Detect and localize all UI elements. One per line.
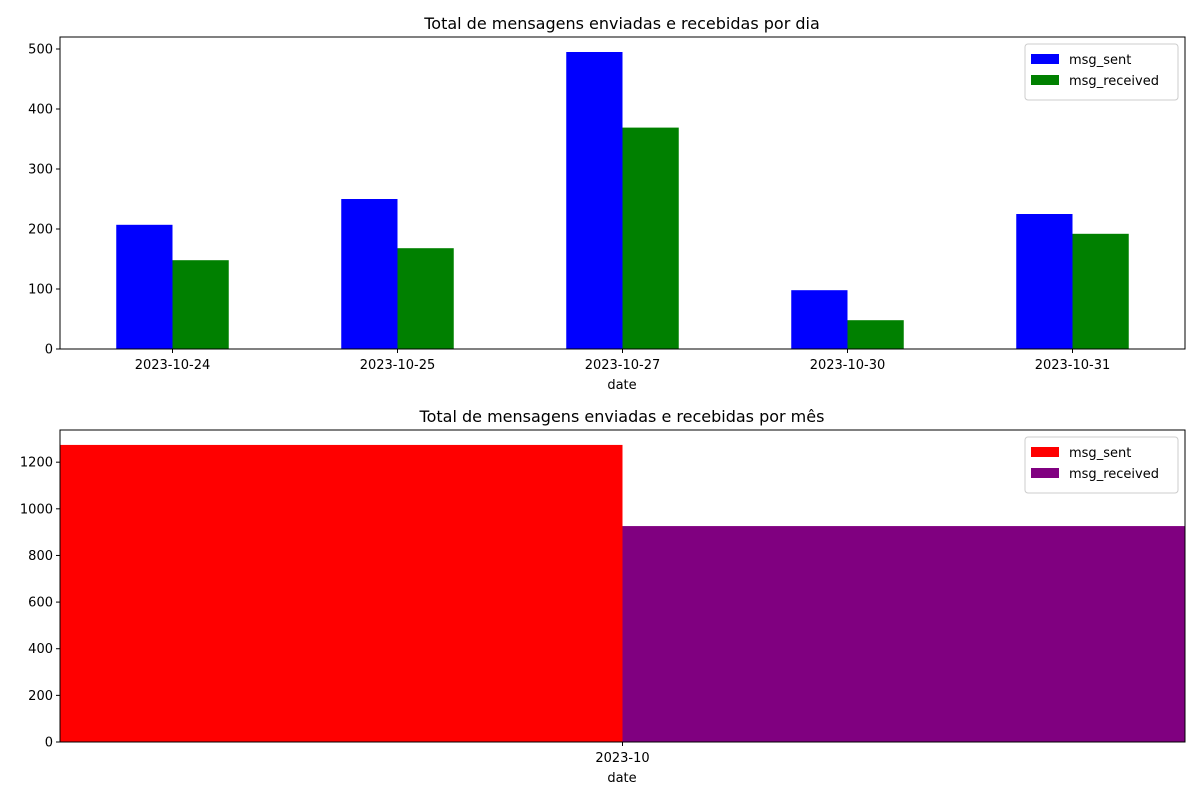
bar-msg_sent-2023-10-24 — [116, 224, 173, 349]
y-tick-label: 800 — [28, 549, 53, 564]
chart-title: Total de mensagens enviadas e recebidas … — [419, 407, 825, 426]
legend: msg_sent msg_received — [1024, 436, 1179, 494]
x-axis-label: date — [607, 771, 636, 786]
x-axis: 2023-10 — [595, 742, 650, 766]
x-tick-label: 2023-10-25 — [360, 358, 436, 373]
legend-swatch — [1031, 468, 1059, 478]
legend-label: msg_sent — [1069, 446, 1131, 461]
legend-swatch — [1031, 447, 1059, 457]
y-tick-label: 0 — [45, 343, 53, 358]
plot-frame — [59, 429, 1186, 743]
x-tick-label: 2023-10-27 — [585, 358, 661, 373]
bar-msg_received-2023-10-24 — [172, 260, 229, 349]
y-tick-label: 400 — [28, 103, 53, 118]
x-axis-label: date — [607, 378, 636, 393]
x-tick-label: 2023-10-24 — [135, 358, 211, 373]
legend-label: msg_sent — [1069, 53, 1131, 68]
x-axis: 2023-10-24 2023-10-25 2023-10-27 2023-10-30… — [135, 349, 1111, 373]
y-tick-label: 1000 — [20, 502, 53, 517]
y-axis: 0 100 200 300 400 500 — [28, 43, 60, 358]
bars-group — [60, 444, 1185, 742]
legend: msg_sent msg_received — [1024, 43, 1179, 101]
y-tick-label: 500 — [28, 43, 53, 58]
bar-msg_received-2023-10 — [622, 526, 1185, 742]
legend-swatch — [1031, 54, 1059, 64]
legend-box — [1024, 436, 1179, 494]
y-tick-label: 400 — [28, 642, 53, 657]
y-tick-label: 600 — [28, 596, 53, 611]
bar-msg_received-2023-10-31 — [1072, 233, 1129, 349]
bar-msg_sent-2023-10-27 — [566, 52, 623, 349]
bar-msg_received-2023-10-30 — [847, 320, 904, 349]
y-tick-label: 300 — [28, 163, 53, 178]
plot-frame — [59, 36, 1186, 350]
x-tick-label: 2023-10-31 — [1035, 358, 1111, 373]
bar-msg_sent-2023-10-31 — [1016, 214, 1073, 349]
legend-label: msg_received — [1069, 467, 1159, 482]
y-tick-label: 200 — [28, 223, 53, 238]
legend-box — [1024, 43, 1179, 101]
y-tick-label: 100 — [28, 283, 53, 298]
y-tick-label: 200 — [28, 689, 53, 704]
chart-title: Total de mensagens enviadas e recebidas … — [423, 14, 820, 33]
y-tick-label: 0 — [45, 736, 53, 751]
x-tick-label: 2023-10 — [595, 751, 649, 766]
bars-group — [116, 52, 1129, 349]
bar-msg_sent-2023-10-30 — [791, 290, 848, 349]
monthly-messages-chart: Total de mensagens enviadas e recebidas … — [20, 407, 1186, 786]
x-tick-label: 2023-10-30 — [810, 358, 886, 373]
legend-label: msg_received — [1069, 74, 1159, 89]
bar-msg_sent-2023-10-25 — [341, 199, 398, 349]
bar-msg_received-2023-10-25 — [397, 248, 454, 349]
bar-msg_received-2023-10-27 — [622, 127, 679, 349]
y-tick-label: 1200 — [20, 456, 53, 471]
y-axis: 0 200 400 600 800 1000 1200 — [20, 456, 60, 751]
legend-swatch — [1031, 75, 1059, 85]
daily-messages-chart: Total de mensagens enviadas e recebidas … — [28, 14, 1186, 393]
bar-msg_sent-2023-10 — [60, 444, 623, 742]
